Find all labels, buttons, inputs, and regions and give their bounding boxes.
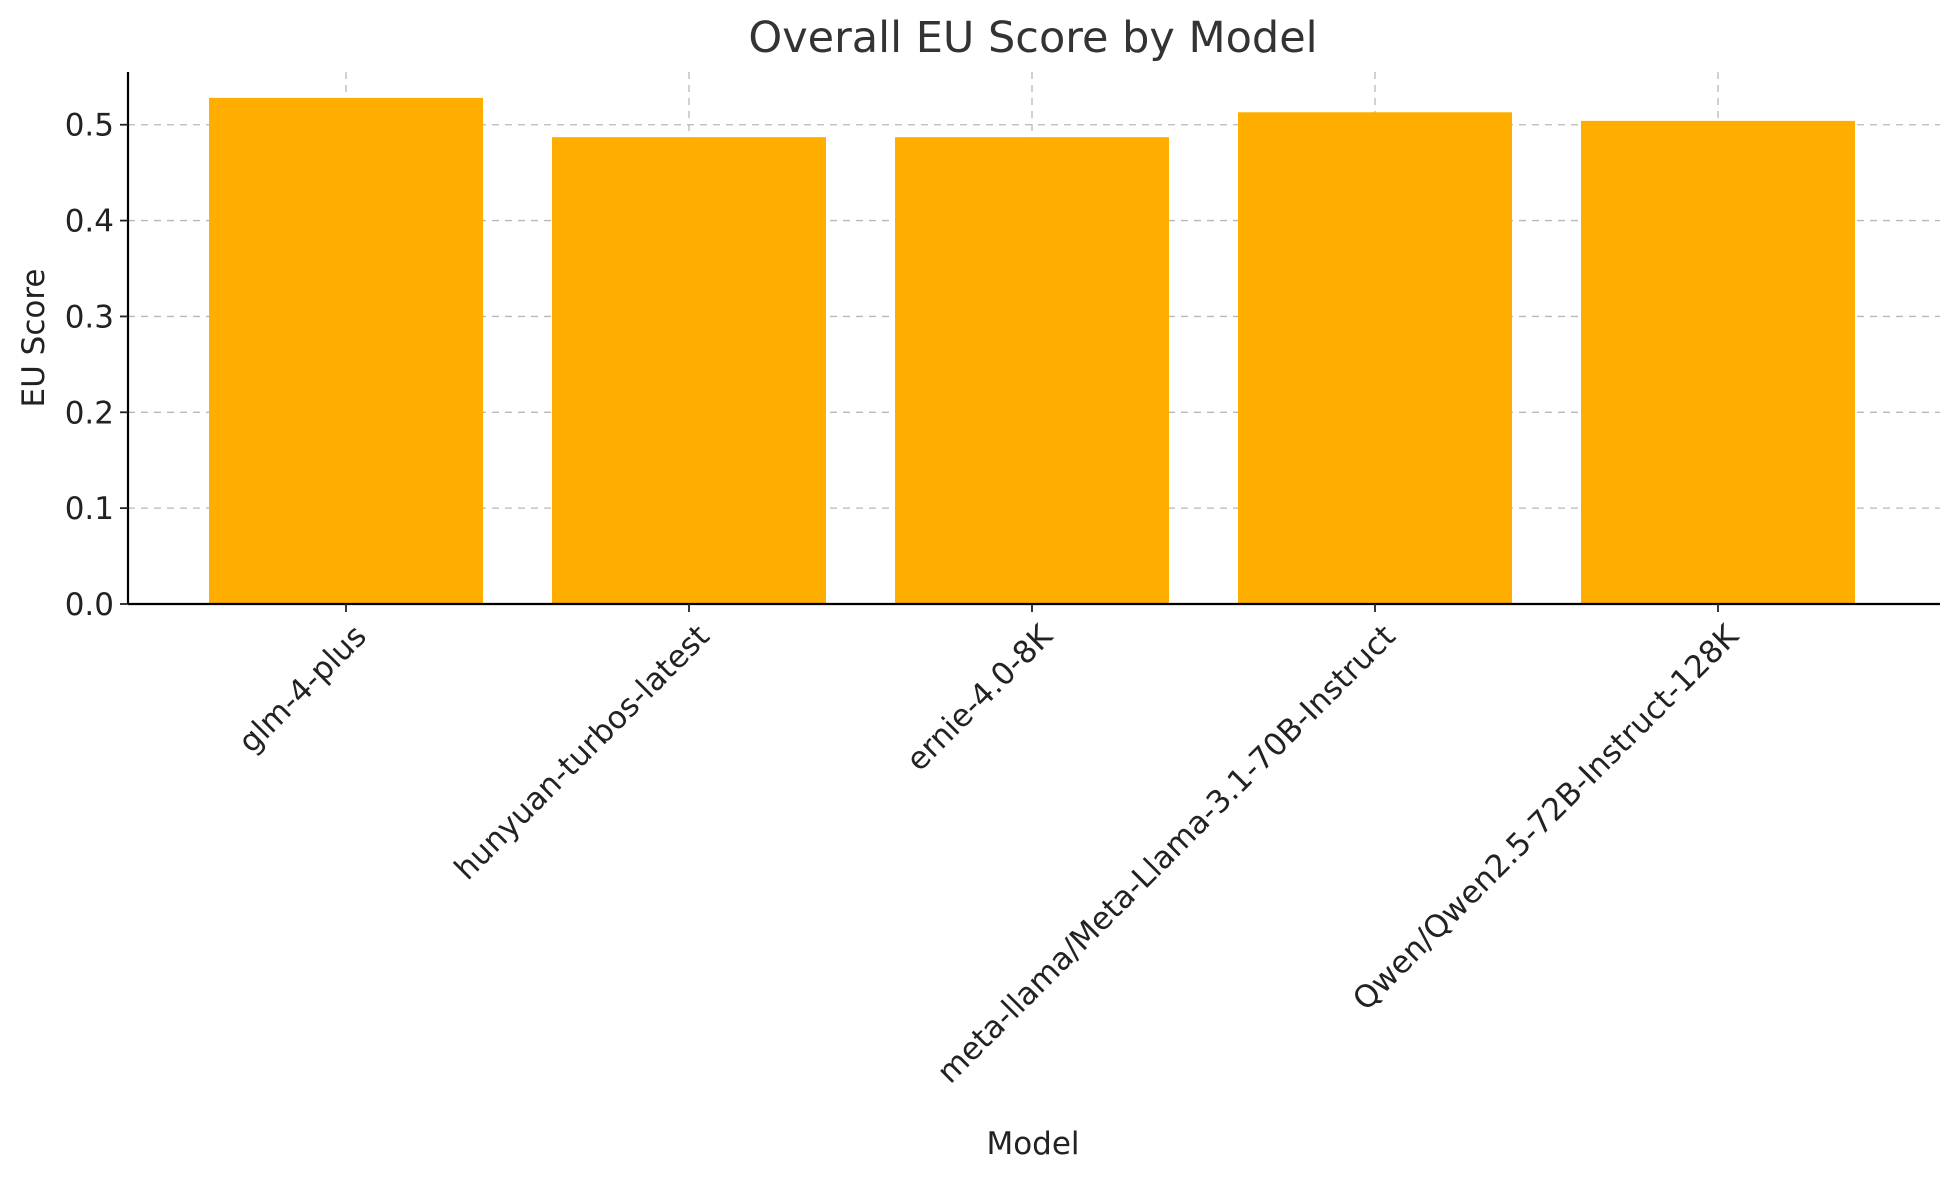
- bar-1: [552, 137, 826, 604]
- bar-2: [895, 137, 1169, 604]
- bar-3: [1238, 112, 1512, 604]
- y-tick-label-0: 0.0: [65, 587, 114, 623]
- axes: [126, 72, 1940, 606]
- y-tick-label-2: 0.2: [65, 395, 114, 431]
- chart-title: Overall EU Score by Model: [748, 13, 1317, 63]
- y-tick-label-1: 0.1: [65, 491, 114, 527]
- x-tick-label-4: Qwen/Qwen2.5-72B-Instruct-128K: [1346, 618, 1746, 1018]
- x-axis-label: Model: [986, 1126, 1079, 1162]
- x-tick-label-0: glm-4-plus: [232, 618, 374, 760]
- y-ticks: 0.0 0.1 0.2 0.3 0.4 0.5: [65, 108, 128, 623]
- y-tick-label-4: 0.4: [65, 204, 114, 240]
- bar-4: [1581, 120, 1855, 605]
- y-axis-label: EU Score: [16, 269, 52, 408]
- bars: [209, 97, 1855, 605]
- x-tick-label-1: hunyuan-turbos-latest: [448, 618, 717, 887]
- bar-0: [209, 97, 483, 605]
- y-tick-label-5: 0.5: [65, 108, 114, 144]
- x-ticks: glm-4-plus hunyuan-turbos-latest ernie-4.0…: [232, 604, 1746, 1091]
- y-tick-label-3: 0.3: [65, 299, 114, 335]
- x-tick-label-2: ernie-4.0-8K: [900, 618, 1061, 779]
